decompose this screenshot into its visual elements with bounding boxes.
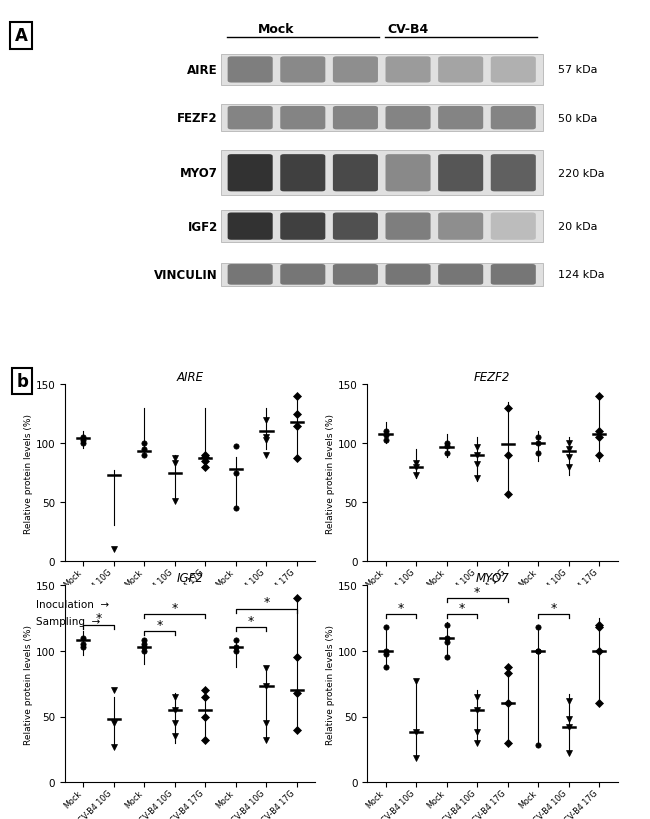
Text: VINCULIN: VINCULIN <box>154 269 218 282</box>
Y-axis label: Relative protein levels (%): Relative protein levels (%) <box>24 413 32 533</box>
Text: Sampling  →: Sampling → <box>36 616 100 626</box>
Text: 57 kDa: 57 kDa <box>558 66 597 75</box>
FancyBboxPatch shape <box>491 57 536 84</box>
Title: IGF2: IGF2 <box>177 572 203 585</box>
FancyBboxPatch shape <box>227 213 273 241</box>
FancyBboxPatch shape <box>333 265 378 285</box>
Text: CV-B4: CV-B4 <box>387 23 428 35</box>
FancyBboxPatch shape <box>385 213 430 241</box>
Title: AIRE: AIRE <box>177 371 203 384</box>
FancyBboxPatch shape <box>333 57 378 84</box>
FancyBboxPatch shape <box>438 106 483 130</box>
Text: day 5: day 5 <box>556 629 581 638</box>
Text: *: * <box>172 601 178 613</box>
Text: day 1: day 1 <box>465 629 489 638</box>
Text: Inoculation  →: Inoculation → <box>36 600 109 609</box>
Text: b: b <box>16 373 28 391</box>
Text: *: * <box>398 601 404 613</box>
Bar <box>221 211 543 242</box>
FancyBboxPatch shape <box>385 57 430 84</box>
FancyBboxPatch shape <box>227 106 273 130</box>
Text: MYO7: MYO7 <box>180 167 218 180</box>
FancyBboxPatch shape <box>280 265 326 285</box>
Text: Mock: Mock <box>258 23 294 35</box>
Bar <box>221 55 543 85</box>
Y-axis label: Relative protein levels (%): Relative protein levels (%) <box>24 624 32 744</box>
FancyBboxPatch shape <box>227 265 273 285</box>
Bar <box>221 106 543 132</box>
Text: FEZF2: FEZF2 <box>177 112 218 125</box>
FancyBboxPatch shape <box>333 213 378 241</box>
FancyBboxPatch shape <box>385 265 430 285</box>
FancyBboxPatch shape <box>280 106 326 130</box>
Text: *: * <box>459 601 465 613</box>
FancyBboxPatch shape <box>491 106 536 130</box>
Text: AIRE: AIRE <box>187 64 218 77</box>
FancyBboxPatch shape <box>227 57 273 84</box>
Text: day 5: day 5 <box>254 629 279 638</box>
Text: *: * <box>263 595 270 609</box>
Text: 20 kDa: 20 kDa <box>558 222 597 232</box>
FancyBboxPatch shape <box>385 106 430 130</box>
Text: 124 kDa: 124 kDa <box>558 270 604 280</box>
FancyBboxPatch shape <box>491 265 536 285</box>
FancyBboxPatch shape <box>333 155 378 192</box>
Text: 220 kDa: 220 kDa <box>558 169 604 179</box>
Y-axis label: Relative protein levels (%): Relative protein levels (%) <box>326 413 335 533</box>
FancyBboxPatch shape <box>280 155 326 192</box>
FancyBboxPatch shape <box>491 155 536 192</box>
FancyBboxPatch shape <box>333 106 378 130</box>
Text: A: A <box>14 27 27 45</box>
Text: *: * <box>157 618 162 631</box>
Title: MYO7: MYO7 <box>476 572 509 585</box>
Text: *: * <box>248 614 254 627</box>
FancyBboxPatch shape <box>280 213 326 241</box>
Text: day 17G: day 17G <box>382 629 420 638</box>
Text: *: * <box>474 585 480 598</box>
FancyBboxPatch shape <box>438 155 483 192</box>
Bar <box>221 264 543 287</box>
FancyBboxPatch shape <box>280 57 326 84</box>
Text: *: * <box>551 601 556 613</box>
FancyBboxPatch shape <box>438 265 483 285</box>
FancyBboxPatch shape <box>227 155 273 192</box>
Y-axis label: Relative protein levels (%): Relative protein levels (%) <box>326 624 335 744</box>
Title: FEZF2: FEZF2 <box>474 371 510 384</box>
Bar <box>221 151 543 197</box>
FancyBboxPatch shape <box>438 213 483 241</box>
Text: 50 kDa: 50 kDa <box>558 114 597 124</box>
Text: *: * <box>96 611 101 624</box>
FancyBboxPatch shape <box>491 213 536 241</box>
Text: IGF2: IGF2 <box>188 220 218 233</box>
Text: day 1: day 1 <box>162 629 187 638</box>
FancyBboxPatch shape <box>385 155 430 192</box>
Text: day 17G: day 17G <box>79 629 118 638</box>
FancyBboxPatch shape <box>438 57 483 84</box>
